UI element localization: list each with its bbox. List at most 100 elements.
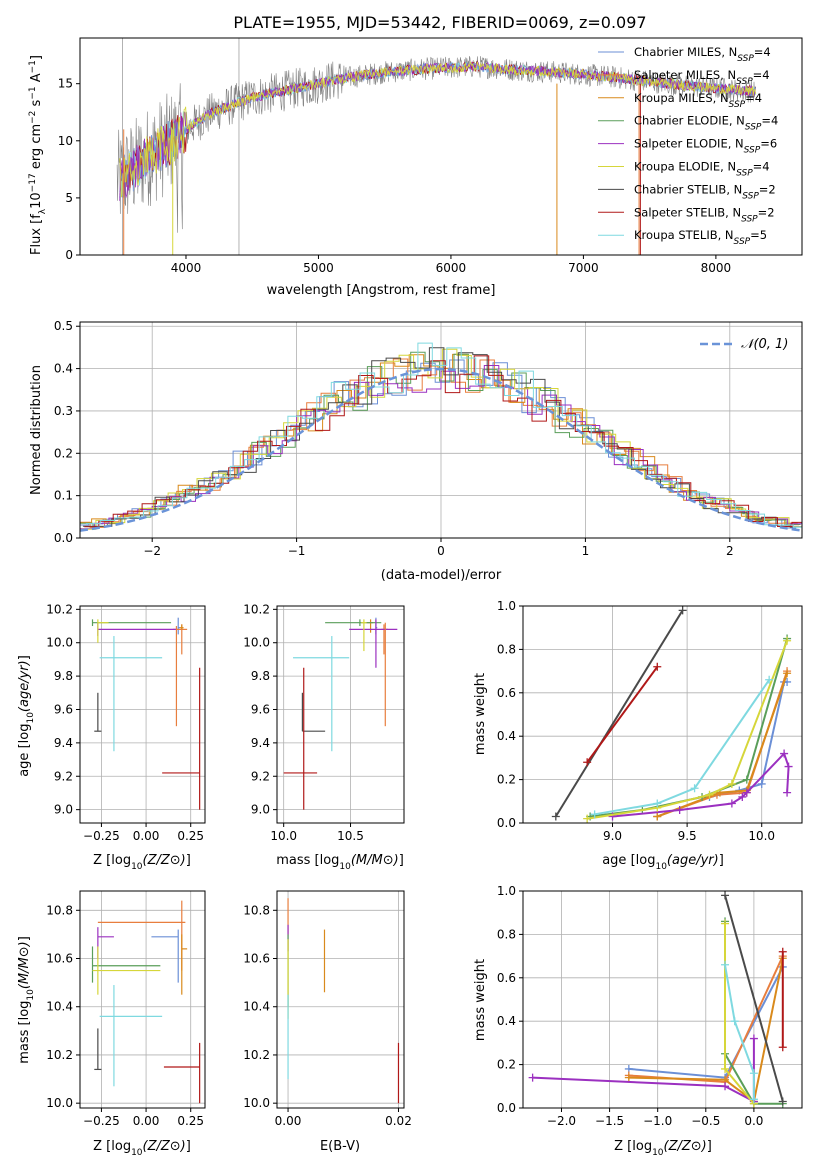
- y-tick-label: 9.8: [54, 669, 73, 683]
- y-tick-label: 9.4: [251, 736, 270, 750]
- series-line: [612, 751, 790, 818]
- series-line: [656, 672, 789, 818]
- y-tick-label: 1.0: [497, 884, 516, 898]
- plot-area: [551, 606, 793, 823]
- point-marker: [783, 669, 792, 678]
- x-axis-label: E(B-V): [320, 1139, 360, 1154]
- errorbar-chabrier-elodie: [325, 619, 382, 627]
- y-axis-label: Normed distribution: [29, 365, 44, 495]
- series-line: [628, 958, 784, 1104]
- x-tick-label: 0.00: [133, 1114, 160, 1128]
- x-tick-label: −2.0: [547, 1114, 576, 1128]
- series-line: [724, 964, 755, 1100]
- histogram-kroupa-elodie: [81, 348, 802, 530]
- y-tick-label: 0.1: [54, 489, 73, 503]
- x-tick-label: −2: [143, 544, 161, 558]
- x-tick-label: 7000: [568, 261, 599, 275]
- point-marker: [653, 662, 662, 671]
- panel-z_weight: −2.0 −1.5 −1.0 −0.5 0.0 0.0 0.2 0.4 0.6 0.8 1.0 Z […: [473, 884, 803, 1158]
- y-tick-label: 9.4: [54, 736, 73, 750]
- y-axis-label: mass weight: [473, 673, 488, 755]
- y-axis-label: mass [log10(M/M⊙)]: [17, 936, 36, 1064]
- x-tick-label: −1.5: [595, 1114, 624, 1128]
- y-tick-label: 0.8: [497, 927, 516, 941]
- x-tick-label: −0.5: [691, 1114, 720, 1128]
- errorbar-kroupa-miles: [181, 934, 188, 995]
- y-tick-label: 0.4: [54, 362, 73, 376]
- axes-frame: [276, 605, 405, 824]
- series-line: [554, 609, 684, 818]
- x-tick-label: 10.5: [337, 829, 364, 843]
- axes-frame: [522, 890, 803, 1109]
- point-marker: [705, 790, 714, 799]
- point-marker: [624, 1073, 633, 1082]
- y-tick-label: 10.0: [46, 636, 73, 650]
- plot-area: [287, 898, 400, 1104]
- point-marker: [721, 1064, 730, 1073]
- errorbar-chabrier-stelib: [94, 692, 102, 732]
- histogram-chabrier-stelib: [82, 347, 802, 528]
- x-tick-label: 9.5: [678, 829, 697, 843]
- series-kroupa-stelib: [721, 960, 758, 1104]
- point-marker: [727, 799, 736, 808]
- y-tick-label: 10.2: [46, 602, 73, 616]
- panel-mass_age: 10.0 10.5 9.0 9.2 9.4 9.6 9.8 10.0 10.2 mass [log…: [243, 602, 405, 872]
- errorbar-chabrier-miles: [177, 617, 180, 635]
- point-marker: [742, 788, 751, 797]
- y-tick-label: 9.0: [251, 803, 270, 817]
- legend-entry: Chabrier STELIB, NSSP=2: [634, 182, 776, 201]
- x-axis-label: wavelength [Angstrom, rest frame]: [267, 283, 496, 298]
- point-marker: [778, 1043, 787, 1052]
- y-axis-label: age [log10(age/yr)]: [17, 655, 36, 777]
- point-marker: [551, 812, 560, 821]
- point-marker: [749, 1095, 758, 1104]
- errorbar-salpeter-stelib: [162, 667, 201, 810]
- y-tick-label: 15: [58, 77, 73, 91]
- axes-frame: [79, 37, 803, 256]
- y-tick-label: 9.2: [54, 769, 73, 783]
- panel-spectrum: 4000 5000 6000 7000 8000 0 5 10 15 wavelength [An…: [28, 37, 803, 298]
- point-marker: [749, 1034, 758, 1043]
- x-tick-label: 0.0: [744, 1114, 763, 1128]
- y-tick-label: 0.5: [54, 319, 73, 333]
- legend-entry: Chabrier ELODIE, NSSP=4: [634, 114, 778, 133]
- y-tick-label: 10.0: [243, 636, 270, 650]
- errorbar-salpeter-stelib: [283, 667, 318, 810]
- series-chabrier-elodie: [586, 634, 792, 821]
- y-tick-label: 10.4: [243, 1000, 270, 1014]
- x-tick-label: −0.25: [83, 1114, 120, 1128]
- x-tick-label: 0: [437, 544, 445, 558]
- x-tick-label: 6000: [436, 261, 467, 275]
- x-tick-label: 4000: [171, 261, 202, 275]
- point-marker: [730, 1017, 739, 1026]
- point-marker: [653, 799, 662, 808]
- plot-area: [80, 342, 802, 532]
- legend-entry: Salpeter MILES, NSSP=4: [634, 68, 770, 87]
- x-tick-label: 8000: [701, 261, 732, 275]
- point-marker: [738, 792, 747, 801]
- x-axis-label: Z [log10(Z/Z⊙)]: [93, 1139, 191, 1158]
- point-marker: [727, 779, 736, 788]
- point-marker: [721, 1082, 730, 1091]
- errorbar-salpeter-elodie: [349, 619, 398, 668]
- errorbar-kroupa-miles: [366, 619, 374, 633]
- y-tick-label: 0: [65, 248, 73, 262]
- y-tick-label: 10.0: [243, 1096, 270, 1110]
- x-tick-label: 1: [582, 544, 590, 558]
- legend-entry: Salpeter ELODIE, NSSP=6: [634, 137, 777, 156]
- errorbar-kroupa-stelib: [293, 636, 350, 752]
- x-tick-label: 0.02: [385, 1114, 412, 1128]
- point-marker: [783, 788, 792, 797]
- y-tick-label: 10.0: [46, 1096, 73, 1110]
- y-tick-label: 0.0: [54, 531, 73, 545]
- y-tick-label: 0.2: [54, 446, 73, 460]
- series-chabrier-stelib: [721, 891, 787, 1106]
- errorbar-kroupa-stelib: [99, 636, 163, 752]
- x-tick-label: −1.0: [643, 1114, 672, 1128]
- histogram-salpeter-stelib: [84, 355, 802, 528]
- x-tick-label: 0.00: [275, 1114, 302, 1128]
- x-tick-label: 0.25: [177, 1114, 204, 1128]
- legend-entry: Kroupa STELIB, NSSP=5: [634, 228, 767, 247]
- y-tick-label: 10.6: [243, 952, 270, 966]
